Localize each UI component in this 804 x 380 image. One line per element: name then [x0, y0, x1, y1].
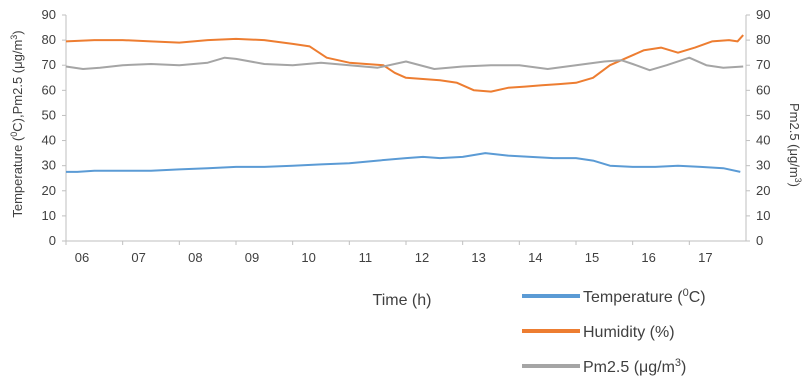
y-left-tick-label: 0	[49, 233, 56, 248]
x-tick-label: 06	[75, 250, 89, 265]
x-tick-label: 16	[641, 250, 655, 265]
y-right-tick-label: 30	[756, 158, 770, 173]
x-tick-label: 15	[585, 250, 599, 265]
legend: Temperature (0C) Humidity (%) Pm2.5 (μg/m3…	[522, 287, 706, 376]
x-tick-label: 14	[528, 250, 542, 265]
y-right-tick-label: 20	[756, 183, 770, 198]
right-axis-title: Pm2.5 (μg/m3)	[787, 103, 803, 187]
y-left-tick-label: 40	[42, 133, 56, 148]
x-ticks: 06 07 08 09 10 11 12 13 14 15 16 17	[65, 241, 713, 265]
left-axis-title: Temperature (0C),Pm2.5 (μg/m3)	[9, 30, 25, 217]
y-left-tick-label: 10	[42, 208, 56, 223]
x-tick-label: 17	[698, 250, 712, 265]
y-left-tick-label: 90	[42, 7, 56, 22]
y-right-tick-label: 60	[756, 82, 770, 97]
series-line-pm25	[65, 56, 744, 72]
y-right-tick-label: 50	[756, 107, 770, 122]
y-left-ticks: 0 10 20 30 40 50 60 70 80 90	[42, 7, 66, 248]
plot-axes	[65, 15, 747, 242]
y-right-tick-label: 40	[756, 133, 770, 148]
x-tick-label: 10	[301, 250, 315, 265]
y-right-tick-label: 80	[756, 32, 770, 47]
x-tick-label: 11	[359, 250, 373, 265]
y-left-tick-label: 70	[42, 57, 56, 72]
x-tick-label: 13	[471, 250, 485, 265]
y-left-tick-label: 80	[42, 32, 56, 47]
series-group	[65, 34, 744, 173]
x-axis-title: Time (h)	[373, 292, 432, 309]
series-line-temperature	[66, 152, 741, 173]
legend-label-humidity: Humidity (%)	[583, 324, 675, 341]
x-tick-label: 08	[188, 250, 202, 265]
y-right-tick-label: 0	[756, 233, 763, 248]
y-left-tick-label: 20	[42, 183, 56, 198]
x-tick-label: 07	[131, 250, 145, 265]
y-left-tick-label: 60	[42, 82, 56, 97]
y-right-tick-label: 70	[756, 57, 770, 72]
x-tick-label: 09	[245, 250, 259, 265]
y-right-tick-label: 90	[756, 7, 770, 22]
y-right-tick-label: 10	[756, 208, 770, 223]
y-left-tick-label: 30	[42, 158, 56, 173]
y-right-ticks: 0 10 20 30 40 50 60 70 80 90	[746, 7, 770, 248]
series-line-humidity	[65, 34, 744, 93]
legend-label-pm25: Pm2.5 (μg/m3)	[583, 357, 686, 376]
legend-label-temperature: Temperature (0C)	[583, 287, 706, 306]
x-tick-label: 12	[415, 250, 429, 265]
y-left-tick-label: 50	[42, 107, 56, 122]
